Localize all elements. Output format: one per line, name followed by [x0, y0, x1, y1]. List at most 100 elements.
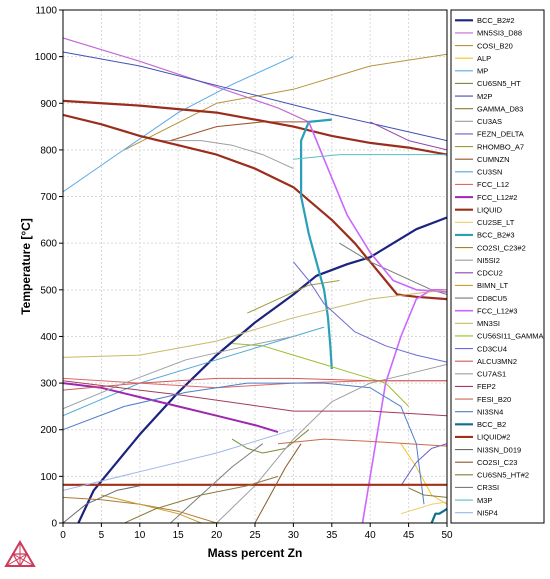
series-layer	[63, 37, 447, 523]
series-line-alcu3mn2	[63, 377, 447, 391]
legend-label-alp: ALP	[477, 54, 491, 63]
legend-label-cu3as: CU3AS	[477, 117, 502, 126]
legend-label-fcc-l12-3: FCC_L12#3	[477, 306, 517, 315]
series-line-fcc-l12-3	[308, 121, 447, 293]
y-tick-label: 400	[40, 332, 57, 343]
legend-label-cumnzn: CUMNZN	[477, 155, 510, 164]
legend-label-mn5si3-d88: MN5SI3_D88	[477, 29, 522, 38]
legend-label-alcu3mn2: ALCU3MN2	[477, 357, 517, 366]
series-line-liquid	[63, 113, 447, 301]
series-line-mn5si3-d88	[63, 37, 310, 123]
x-tick-label: 50	[441, 530, 453, 541]
series-line-cu56si11-gamma	[231, 343, 409, 407]
series-line-bcc-b2	[430, 508, 447, 523]
y-tick-label: 0	[51, 519, 57, 530]
legend-label-ni3sn-d019: NI3SN_D019	[477, 445, 521, 454]
series-line-co2si-c23	[254, 443, 302, 523]
series-line-bcc-b2-2	[77, 216, 447, 523]
y-tick-label: 1100	[35, 6, 57, 17]
legend-label-co2si-c23-2: CO2SI_C23#2	[477, 243, 526, 252]
x-tick-label: 30	[288, 530, 300, 541]
series-line-ni3sn4	[63, 382, 425, 505]
legend-label-bcc-b2-3: BCC_B2#3	[477, 231, 515, 240]
legend-label-cu3sn: CU3SN	[477, 168, 502, 177]
legend-label-bcc-b2: BCC_B2	[477, 420, 506, 429]
legend-label-cu6sn5-ht-2: CU6SN5_HT#2	[477, 471, 529, 480]
legend-label-ni3sn4: NI3SN4	[477, 407, 503, 416]
legend-label-liquid: LIQUID	[477, 205, 503, 214]
series-line-gamma-d83	[408, 487, 447, 498]
series-line-m2p	[63, 51, 447, 142]
legend-label-mp: MP	[477, 67, 488, 76]
series-line-m3p	[293, 154, 447, 160]
legend-label-fcc-l12: FCC_L12	[477, 180, 509, 189]
legend-label-fcc-l12-2: FCC_L12#2	[477, 193, 517, 202]
series-line-fep2	[63, 380, 447, 417]
y-tick-label: 500	[40, 285, 57, 296]
series-line-cd3cu4	[293, 261, 447, 363]
series-line-fezn-delta	[400, 443, 447, 486]
series-line-ni5p4	[63, 429, 294, 491]
legend-label-cosi-b20: COSI_B20	[477, 41, 513, 50]
legend-label-fesi-b20: FESI_B20	[477, 395, 511, 404]
series-line-mn3si	[63, 289, 447, 358]
series-line-cd8cu5	[339, 242, 447, 295]
x-tick-label: 25	[249, 530, 261, 541]
legend-label-cu7as1: CU7AS1	[477, 370, 506, 379]
legend-label-co2si-c23: CO2SI_C23	[477, 458, 517, 467]
legend-label-fezn-delta: FEZN_DELTA	[477, 130, 524, 139]
legend-label-bimn-lt: BIMN_LT	[477, 281, 509, 290]
y-tick-label: 300	[40, 379, 57, 390]
series-line-cosi-b20	[124, 53, 447, 151]
y-tick-label: 700	[40, 192, 57, 203]
legend-label-ni5p4: NI5P4	[477, 508, 498, 517]
x-tick-label: 40	[365, 530, 377, 541]
y-tick-label: 900	[40, 99, 57, 110]
legend-label-cd3cu4: CD3CU4	[477, 344, 507, 353]
legend-label-mn3si: MN3SI	[477, 319, 500, 328]
series-line-bimn-lt	[101, 494, 202, 523]
series-line-cu3as	[155, 140, 294, 170]
legend-label-m3p: M3P	[477, 496, 492, 505]
series-line-alp	[400, 443, 447, 505]
legend-label-m2p: M2P	[477, 92, 492, 101]
legend-label-cu56si11-gamma: CU56SI11_GAMMA	[477, 332, 544, 341]
x-axis-title: Mass percent Zn	[208, 546, 303, 560]
series-line-ni3sn-d019	[63, 485, 140, 523]
x-tick-label: 20	[211, 530, 223, 541]
x-tick-label: 15	[173, 530, 185, 541]
legend-label-cdcu2: CDCU2	[477, 269, 503, 278]
series-line-fcc-l12-3	[361, 288, 447, 523]
y-tick-label: 100	[40, 472, 57, 483]
legend-label-liquid-2: LIQUID#2	[477, 433, 510, 442]
x-tick-label: 0	[60, 530, 66, 541]
series-line-cr3si	[170, 443, 264, 523]
series-line-cu3sn	[63, 326, 325, 417]
series-line-mp	[63, 56, 294, 193]
y-tick-label: 600	[40, 239, 57, 250]
legend-label-rhombo-a7: RHOMBO_A7	[477, 142, 524, 151]
x-tick-label: 5	[99, 530, 105, 541]
legend-label-cr3si: CR3SI	[477, 483, 499, 492]
grid-layer	[62, 9, 448, 524]
series-line-rhombo-a7	[247, 280, 340, 314]
legend-label-bcc-b2-2: BCC_B2#2	[477, 16, 515, 25]
thermo-calc-logo-icon	[4, 540, 36, 568]
y-tick-label: 800	[40, 145, 57, 156]
series-line-cdcu2	[369, 121, 447, 151]
series-line-cu2se-lt	[400, 501, 447, 515]
y-axis-title: Temperature [°C]	[19, 218, 33, 315]
legend-label-cd8cu5: CD8CU5	[477, 294, 507, 303]
series-line-cu7as1	[63, 336, 294, 410]
series-line-cumnzn	[170, 121, 309, 142]
tick-layer: 0 5 10 15 20 25 30 35 40 45 5001002003004005006007…	[35, 6, 453, 542]
y-tick-label: 1000	[35, 52, 58, 63]
x-tick-label: 45	[403, 530, 415, 541]
x-tick-label: 10	[134, 530, 146, 541]
series-line-bcc-b2-3	[300, 118, 333, 370]
legend-label-cu6sn5-ht: CU6SN5_HT	[477, 79, 521, 88]
y-tick-label: 200	[40, 425, 57, 436]
legend-label-cu2se-lt: CU2SE_LT	[477, 218, 515, 227]
